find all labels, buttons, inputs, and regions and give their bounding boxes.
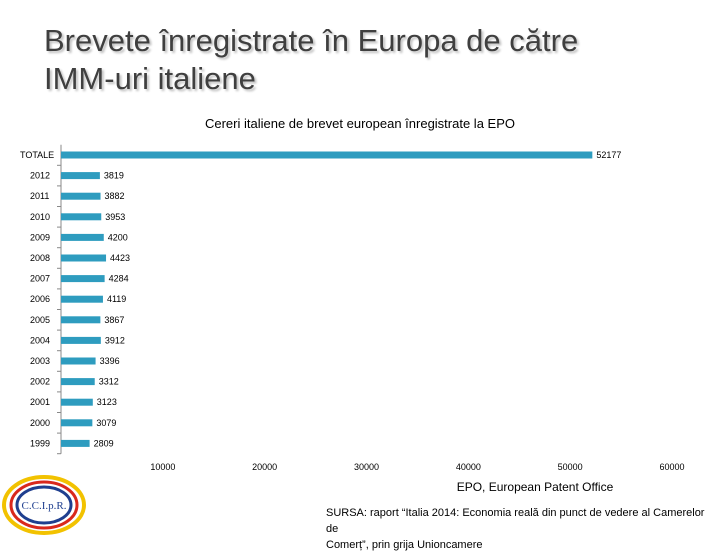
bar-2012 [61, 172, 100, 180]
bar-totale [61, 151, 593, 159]
x-tick-label: 20000 [252, 462, 277, 472]
source-line-2: Comerț”, prin grija Unioncamere [326, 539, 483, 551]
category-label: 2006 [30, 294, 50, 304]
bar-2001 [61, 398, 93, 406]
bar-2009 [61, 233, 104, 241]
x-axis-label: EPO, European Patent Office [457, 480, 614, 494]
value-label: 3912 [105, 335, 125, 345]
value-label: 3123 [97, 397, 117, 407]
category-label: 2000 [30, 418, 50, 428]
value-label: 3953 [105, 212, 125, 222]
source-note: SURSA: raport “Italia 2014: Economia rea… [326, 505, 718, 553]
x-tick-label: 30000 [354, 462, 379, 472]
logo-text: C.C.I.p.R. [22, 500, 67, 512]
value-label: 3819 [104, 171, 124, 181]
value-label: 4200 [108, 232, 128, 242]
value-label: 3079 [96, 418, 116, 428]
slide-title-line-2: IMM-uri italiene [44, 61, 256, 96]
bar-2004 [61, 336, 101, 344]
category-label: 2001 [30, 397, 50, 407]
value-label: 3882 [105, 191, 125, 201]
slide-title: Brevete înregistrate în Europa de către … [44, 22, 684, 98]
bar-2011 [61, 192, 101, 200]
category-label: TOTALE [20, 150, 54, 160]
value-label: 4119 [107, 294, 126, 304]
category-label: 2012 [30, 171, 50, 181]
category-label: 2002 [30, 377, 50, 387]
category-label: 2003 [30, 356, 50, 366]
x-tick-label: 10000 [150, 462, 175, 472]
source-line-1: SURSA: raport “Italia 2014: Economia rea… [326, 507, 705, 535]
value-label: 52177 [596, 150, 621, 160]
category-label: 2007 [30, 274, 50, 284]
category-label: 2008 [30, 253, 50, 263]
x-tick-label: 40000 [456, 462, 481, 472]
bar-chart: Cereri italiene de brevet european înreg… [20, 116, 685, 494]
value-label: 4284 [109, 274, 129, 284]
value-label: 4423 [110, 253, 130, 263]
bar-2006 [61, 295, 103, 303]
value-label: 3312 [99, 377, 119, 387]
category-label: 2009 [30, 232, 50, 242]
category-label: 1999 [30, 438, 50, 448]
category-label: 2004 [30, 335, 50, 345]
x-tick-label: 50000 [558, 462, 583, 472]
bar-2003 [61, 357, 96, 365]
value-label: 2809 [94, 438, 114, 448]
bar-2002 [61, 378, 95, 386]
value-label: 3867 [104, 315, 124, 325]
bar-2010 [61, 213, 102, 221]
slide-title-line-1: Brevete înregistrate în Europa de către [44, 23, 579, 58]
category-label: 2011 [30, 191, 49, 201]
bar-2007 [61, 275, 105, 283]
x-tick-label: 60000 [659, 462, 684, 472]
category-label: 2010 [30, 212, 50, 222]
bar-2000 [61, 419, 93, 427]
chart-title: Cereri italiene de brevet european înreg… [205, 116, 515, 131]
bar-2008 [61, 254, 107, 262]
cciPR-logo: C.C.I.p.R. [2, 475, 86, 535]
bar-2005 [61, 316, 101, 324]
category-label: 2005 [30, 315, 50, 325]
value-label: 3396 [100, 356, 120, 366]
bar-1999 [61, 439, 90, 447]
